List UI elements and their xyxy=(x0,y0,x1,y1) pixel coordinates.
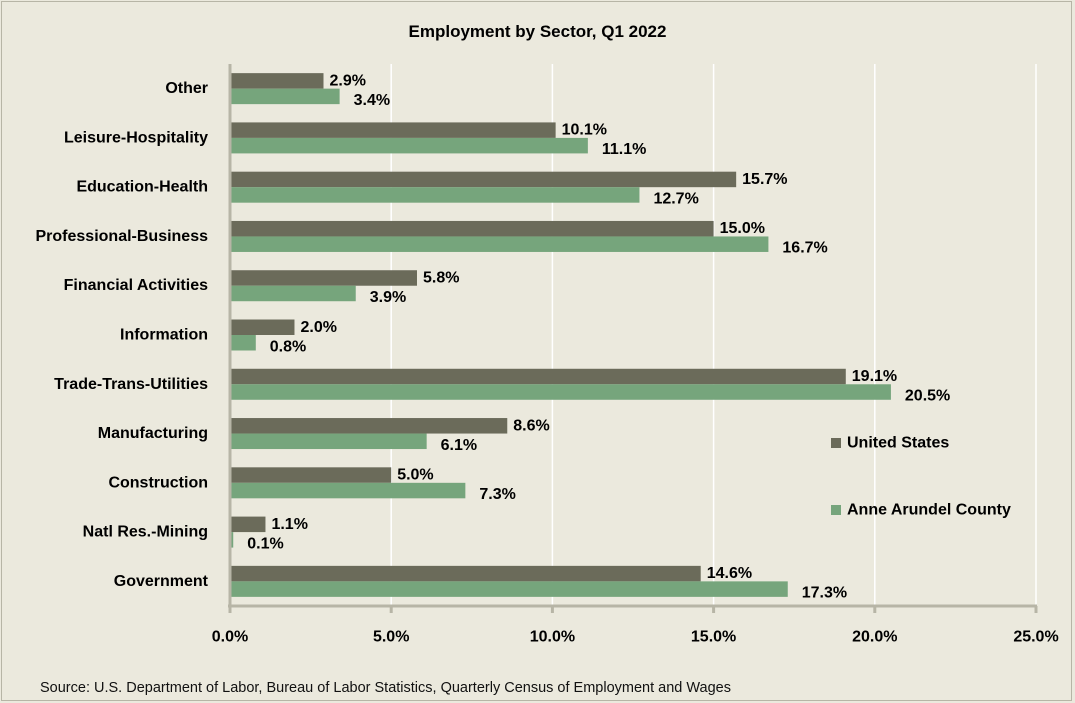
data-label: 19.1% xyxy=(852,368,897,385)
data-label: 6.1% xyxy=(441,437,477,454)
data-label: 1.1% xyxy=(271,516,307,533)
data-label: 0.1% xyxy=(247,535,283,552)
bar-united-states xyxy=(230,73,324,89)
bar-anne-arundel-county xyxy=(230,532,234,548)
data-label: 15.7% xyxy=(742,171,787,188)
category-label: Natl Res.-Mining xyxy=(83,524,208,541)
category-label: Other xyxy=(165,80,208,97)
category-label: Trade-Trans-Utilities xyxy=(54,376,208,393)
category-label: Construction xyxy=(108,474,208,491)
data-label: 15.0% xyxy=(720,220,765,237)
legend-label: United States xyxy=(847,435,949,452)
bar-anne-arundel-county xyxy=(230,433,427,450)
bar-anne-arundel-county xyxy=(230,187,640,203)
bar-anne-arundel-county xyxy=(230,384,891,400)
data-label: 11.1% xyxy=(602,141,646,158)
bar-anne-arundel-county xyxy=(230,285,356,302)
bar-anne-arundel-county xyxy=(230,482,466,499)
category-label: Leisure-Hospitality xyxy=(64,129,208,146)
bar-anne-arundel-county xyxy=(230,137,588,154)
bar-united-states xyxy=(230,220,714,237)
bar-united-states xyxy=(230,516,266,533)
category-label: Financial Activities xyxy=(64,277,208,294)
x-tick-label: 5.0% xyxy=(373,629,409,646)
bar-united-states xyxy=(230,319,295,335)
chart-title: Employment by Sector, Q1 2022 xyxy=(408,22,667,41)
data-label: 5.8% xyxy=(423,269,459,286)
data-label: 14.6% xyxy=(707,565,752,582)
data-label: 10.1% xyxy=(562,122,607,139)
x-tick-label: 20.0% xyxy=(852,629,897,646)
data-label: 0.8% xyxy=(270,338,306,355)
bar-united-states xyxy=(230,565,701,582)
legend-label: Anne Arundel County xyxy=(847,502,1011,519)
x-tick-label: 25.0% xyxy=(1013,629,1058,646)
bar-united-states xyxy=(230,418,508,434)
bar-united-states xyxy=(230,467,392,483)
data-label: 12.7% xyxy=(653,190,698,207)
data-label: 2.0% xyxy=(300,319,336,336)
data-label: 3.4% xyxy=(354,92,390,109)
category-label: Information xyxy=(120,327,208,344)
x-tick-label: 0.0% xyxy=(212,629,248,646)
legend-swatch xyxy=(831,505,841,515)
data-label: 2.9% xyxy=(329,72,365,89)
source-note: Source: U.S. Department of Labor, Bureau… xyxy=(40,680,731,696)
data-label: 5.0% xyxy=(397,467,433,484)
bar-anne-arundel-county xyxy=(230,335,256,351)
data-label: 7.3% xyxy=(479,486,515,503)
category-label: Education-Health xyxy=(76,179,208,196)
data-label: 17.3% xyxy=(802,585,847,602)
bar-united-states xyxy=(230,270,417,286)
x-tick-label: 10.0% xyxy=(530,629,575,646)
data-label: 16.7% xyxy=(782,240,827,257)
category-label: Government xyxy=(114,573,209,590)
category-label: Professional-Business xyxy=(36,228,209,245)
bar-united-states xyxy=(230,122,556,138)
data-label: 20.5% xyxy=(905,388,950,405)
bar-united-states xyxy=(230,171,737,188)
data-label: 3.9% xyxy=(370,289,406,306)
category-label: Manufacturing xyxy=(98,425,208,442)
bar-anne-arundel-county xyxy=(230,88,340,105)
data-label: 8.6% xyxy=(513,417,549,434)
bar-anne-arundel-county xyxy=(230,581,788,597)
legend-swatch xyxy=(831,438,841,448)
bar-united-states xyxy=(230,368,846,385)
bar-anne-arundel-county xyxy=(230,236,769,252)
x-tick-label: 15.0% xyxy=(691,629,736,646)
